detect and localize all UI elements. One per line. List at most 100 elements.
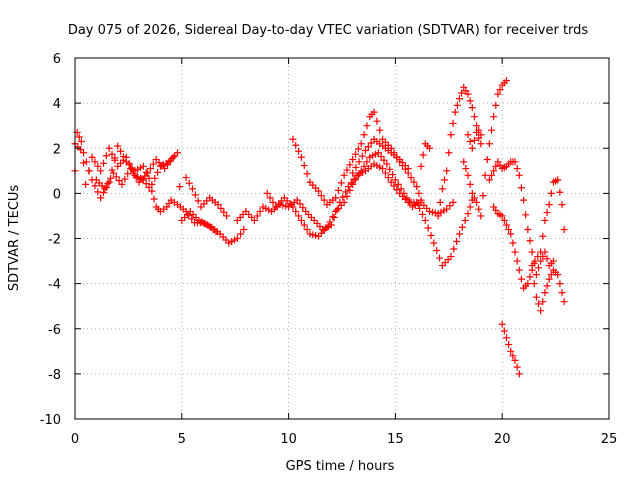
data-point [558,201,566,209]
data-point [453,238,461,246]
data-point [237,230,245,238]
data-point [370,108,378,116]
data-point [349,169,357,177]
data-point [85,167,93,175]
data-point [105,144,113,152]
data-point [517,184,525,192]
data-point [447,131,455,139]
data-point [360,131,368,139]
data-point [117,147,125,155]
data-point [541,289,549,297]
data-point [164,161,172,169]
data-point [511,248,519,256]
data-point [560,225,568,233]
data-point [315,187,323,195]
data-point [132,174,140,182]
data-point [505,225,513,233]
data-point [194,197,202,205]
data-point [477,140,485,148]
data-point [532,293,540,301]
data-point [460,158,468,166]
data-point [256,207,264,215]
series-arc-c [92,153,177,193]
series-arc-h [349,135,412,177]
data-point [303,225,311,233]
data-point [387,178,395,186]
data-point [347,179,355,187]
data-point [520,196,528,204]
data-point [297,216,305,224]
data-point [386,165,394,173]
data-point [88,153,96,161]
data-point [470,113,478,121]
data-point [534,253,542,261]
data-point [174,149,182,157]
data-point [343,192,351,200]
data-point [530,280,538,288]
data-point [455,230,463,238]
series-arc-p [528,176,568,270]
data-point [350,175,358,183]
data-point [150,195,158,203]
data-point [349,156,357,164]
data-point [334,186,342,194]
data-point [119,153,127,161]
data-point [488,171,496,179]
data-point [292,141,300,149]
data-point [526,237,534,245]
data-point [418,210,426,218]
data-point [394,180,402,188]
data-point [449,119,457,127]
data-point [266,194,274,202]
data-point [415,189,423,197]
data-point [263,189,271,197]
data-point [468,144,476,152]
data-point [391,176,399,184]
data-point [443,205,451,213]
data-point [502,334,510,342]
data-point [475,134,483,142]
data-point [397,185,405,193]
data-point [380,156,388,164]
data-point [461,216,469,224]
data-point [363,122,371,130]
x-tick-label: 5 [178,432,186,447]
data-point [363,158,371,166]
data-point [161,165,169,173]
data-point [295,212,303,220]
data-point [410,178,418,186]
data-point [112,173,120,181]
data-point [419,151,427,159]
data-point [543,282,551,290]
series-arc-m [485,158,557,279]
data-point [466,137,474,145]
data-point [545,201,553,209]
data-point [337,179,345,187]
data-point [188,185,196,193]
series-arc-l [464,128,485,152]
data-point [416,204,424,212]
data-point [535,300,543,308]
data-point [490,167,498,175]
data-point [479,192,487,200]
data-point [393,186,401,194]
data-point [509,352,517,360]
data-point [91,182,99,190]
y-tick-label: 0 [53,187,61,202]
data-point [250,216,258,224]
data-point [323,223,331,231]
data-point [185,179,193,187]
data-point [539,232,547,240]
data-point [466,203,474,211]
data-point [191,191,199,199]
data-point [427,231,435,239]
data-point [358,152,366,160]
data-point [554,176,562,184]
data-point [466,97,474,105]
data-point [547,189,555,197]
series-arc-i [417,140,434,170]
data-point [560,298,568,306]
data-point [166,157,174,165]
data-point [513,165,521,173]
